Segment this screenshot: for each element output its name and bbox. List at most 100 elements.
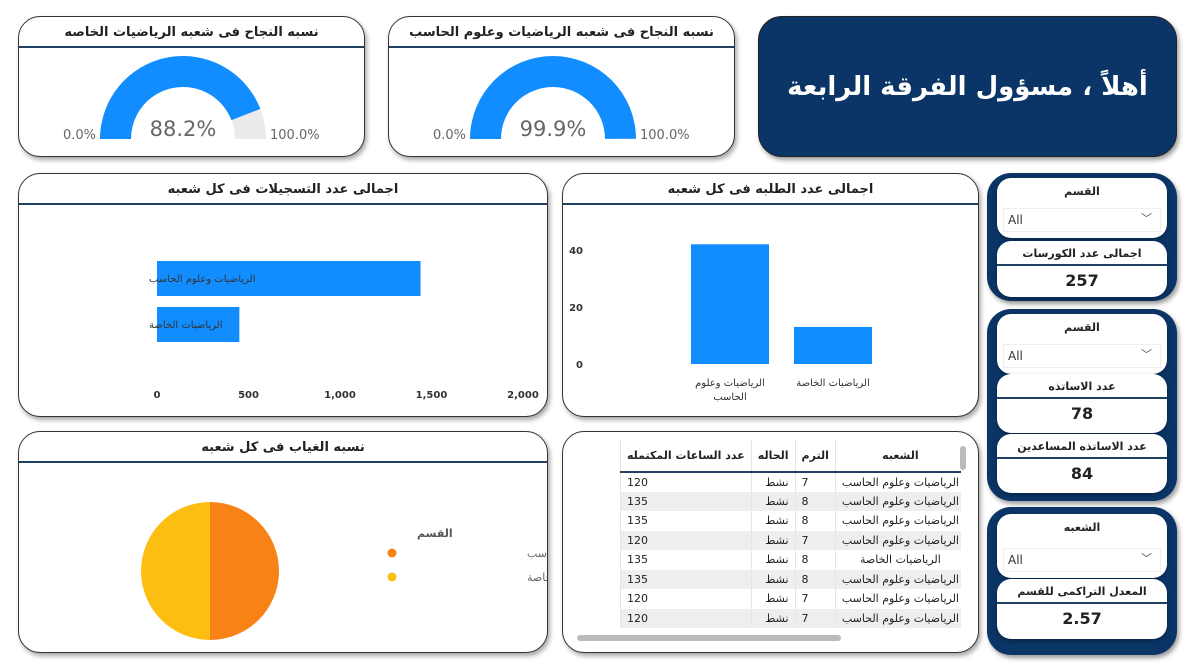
kpi-assistant-professors: عدد الاساتذه المساعدين 84 — [997, 434, 1167, 493]
kpi-label: عدد الاساتذه — [997, 374, 1167, 399]
students-column-chart: 0 20 40 الرياضيات وعلوم الحاسب الرياضيات الخا… — [569, 244, 872, 403]
absence-pie-chart: القسم الرياضيات وعلوم الحاسب الرياضيات الخ… — [141, 502, 548, 640]
table-cell: نشط — [750, 569, 796, 589]
chevron-down-icon: ﹀ — [1141, 212, 1152, 225]
registrations-bar-chart: الرياضيات وعلوم الحاسب الرياضيات الخاصة 0 5… — [149, 261, 539, 401]
kpi-value: 257 — [1065, 271, 1099, 290]
table-cell: نشط — [750, 472, 796, 492]
column — [794, 326, 872, 364]
gpa-panel: الشعبه All ﹀ المعدل التراكمى للقسم 2.57 — [987, 507, 1177, 655]
legend-marker — [387, 548, 397, 558]
table-cell: 7 — [794, 608, 836, 628]
table-cell: الرياضيات وعلوم الحاسب — [834, 472, 961, 492]
col-division[interactable]: الشعبه — [834, 440, 961, 473]
table-viewport: الشعبه الترم الحاله عدد الساعات المكتمله… — [576, 432, 961, 632]
table-cell: 8 — [794, 550, 836, 570]
gauge-fill — [470, 56, 636, 139]
table-cell: 7 — [794, 472, 836, 492]
table-cell: 120 — [619, 530, 752, 550]
table-cell: 8 — [794, 491, 836, 511]
kpi-value: 78 — [1070, 404, 1094, 423]
pie-slice — [210, 502, 279, 640]
table-cell: 7 — [794, 530, 836, 550]
kpi-label: اجمالى عدد الكورسات — [997, 241, 1167, 266]
table-cell: نشط — [750, 491, 796, 511]
courses-panel: القسم All ﹀ اجمالى عدد الكورسات 257 — [987, 173, 1177, 301]
gauge-title: نسبه النجاح فى شعبه الرياضيات وعلوم الحا… — [389, 17, 734, 48]
category-label: الرياضيات وعلوم — [695, 378, 765, 389]
students-table-card: الشعبه الترم الحاله عدد الساعات المكتمله… — [562, 431, 979, 653]
slicer-label: القسم — [1064, 185, 1100, 198]
column — [691, 244, 769, 364]
y-tick-label: 40 — [569, 246, 583, 257]
bar — [157, 307, 240, 342]
absence-chart-card: نسبه الغياب فى كل شعبه القسم الرياضيات وع… — [18, 431, 548, 653]
gauge-title: نسبه النجاح فى شعبه الرياضيات الخاصه — [19, 17, 364, 48]
y-tick-label: 0 — [576, 360, 583, 371]
gauge-value: 88.2% — [150, 117, 217, 141]
gauge-card-math-cs: نسبه النجاح فى شعبه الرياضيات وعلوم الحا… — [388, 16, 735, 157]
table-cell: 135 — [619, 550, 752, 570]
x-tick-label: 1,500 — [416, 390, 448, 401]
table-cell: نشط — [750, 589, 796, 609]
gauge-max: 100.0% — [640, 128, 690, 143]
chart-title: اجمالى عدد التسجيلات فى كل شعبه — [19, 174, 547, 205]
chart-title: نسبه الغياب فى كل شعبه — [19, 432, 547, 463]
table-cell: 120 — [619, 589, 752, 609]
department-dropdown[interactable]: All ﹀ — [1003, 344, 1161, 368]
table-cell: الرياضيات وعلوم الحاسب — [834, 569, 961, 589]
col-hours[interactable]: عدد الساعات المكتمله — [619, 440, 752, 473]
table-cell: 120 — [619, 472, 752, 492]
x-tick-label: 500 — [238, 390, 259, 401]
table-cell: نشط — [750, 530, 796, 550]
x-tick-label: 0 — [154, 390, 161, 401]
students-table: الشعبه الترم الحاله عدد الساعات المكتمله… — [619, 440, 961, 628]
pie-slice — [141, 502, 210, 640]
table-cell: 8 — [794, 569, 836, 589]
students-chart-card: اجمالى عدد الطلبه فى كل شعبه 0 20 40 الرياض… — [562, 173, 979, 417]
table-cell: 135 — [619, 491, 752, 511]
gauge-min: 0.0% — [433, 128, 466, 143]
division-dropdown[interactable]: All ﹀ — [1003, 548, 1161, 572]
gauge-math-cs: 99.9% 0.0% 100.0% — [433, 56, 690, 143]
col-status[interactable]: الحاله — [750, 440, 796, 473]
dropdown-value: All — [1008, 553, 1023, 567]
welcome-banner: أهلاً ، مسؤول الفرقة الرابعة — [758, 16, 1177, 157]
department-slicer: القسم All ﹀ — [997, 178, 1167, 238]
kpi-cumulative-gpa: المعدل التراكمى للقسم 2.57 — [997, 579, 1167, 639]
category-label: الرياضيات الخاصة — [796, 378, 870, 389]
table-cell: 8 — [794, 511, 836, 531]
kpi-value: 84 — [1070, 464, 1094, 483]
slicer-label: الشعبه — [1063, 521, 1101, 534]
department-dropdown[interactable]: All ﹀ — [1003, 208, 1161, 232]
gauge-value: 99.9% — [520, 117, 587, 141]
gauge-special-math: 88.2% 0.0% 100.0% — [63, 55, 320, 143]
dropdown-value: All — [1008, 349, 1023, 363]
chevron-down-icon: ﹀ — [1141, 348, 1152, 361]
table-cell: 7 — [794, 589, 836, 609]
vertical-scrollbar[interactable] — [960, 446, 966, 470]
gauge-max: 100.0% — [270, 128, 320, 143]
legend-label: الرياضيات الخاصة — [527, 571, 548, 584]
slicer-label: القسم — [1064, 321, 1100, 334]
kpi-value: 2.57 — [1062, 609, 1102, 628]
horizontal-scrollbar[interactable] — [577, 635, 841, 641]
chart-title: اجمالى عدد الطلبه فى كل شعبه — [563, 174, 978, 205]
x-tick-label: 2,000 — [507, 390, 539, 401]
kpi-label: عدد الاساتذه المساعدين — [997, 434, 1167, 459]
welcome-text: أهلاً ، مسؤول الفرقة الرابعة — [787, 72, 1148, 102]
x-tick-label: 1,000 — [324, 390, 356, 401]
kpi-label: المعدل التراكمى للقسم — [997, 579, 1167, 604]
kpi-total-courses: اجمالى عدد الكورسات 257 — [997, 241, 1167, 297]
col-term[interactable]: الترم — [794, 440, 836, 473]
professors-panel: القسم All ﹀ عدد الاساتذه 78 عدد الاساتذه … — [987, 309, 1177, 501]
category-label: الحاسب — [713, 392, 747, 403]
